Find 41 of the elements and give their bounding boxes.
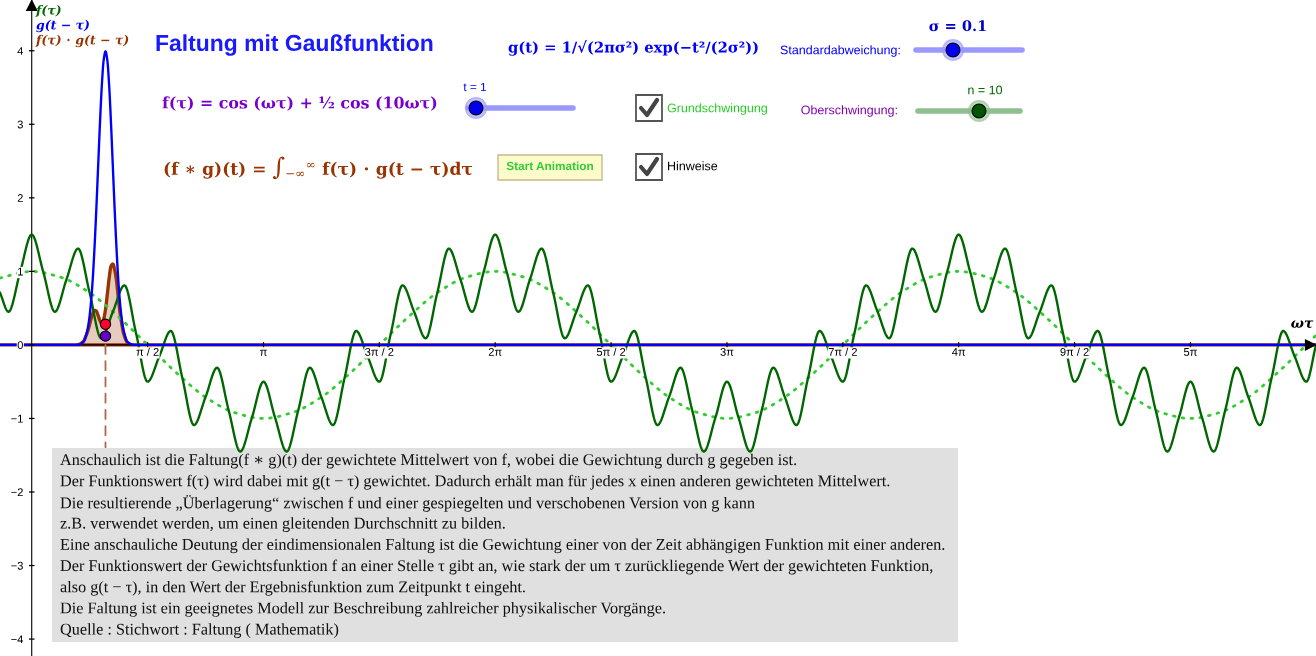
annotation: g(t) = 1/√(2πσ²) exp(−t²/(2σ²)): [508, 40, 758, 56]
x-tick-label: 9π / 2: [1060, 347, 1089, 356]
annotation: z.B. verwendet werden, um einen gleitenden Durchschnitt zu bilden.: [60, 517, 505, 532]
annotation: Hinweise: [668, 161, 718, 171]
y-tick-label: 4: [17, 47, 24, 55]
text: f(τ): [35, 4, 61, 17]
x-tick-label: 5π / 2: [596, 347, 626, 356]
text: g(t − τ): [36, 19, 89, 33]
annotation: Eine anschauliche Deutung der eindimensionalen Faltung ist die Gewichtung einer von der Zeit abhängigen Funktion mit einer anderen.: [60, 538, 945, 554]
y-tick-label: −4: [11, 635, 24, 644]
x-tick-label: 5π: [1183, 348, 1197, 356]
y-tick-label: 3: [17, 120, 23, 129]
annotation: Grundschwingung: [667, 103, 767, 115]
text: Faltung mit Gaußfunktion: [156, 34, 433, 56]
y-tick-label: 2: [17, 194, 23, 202]
x-tick-label: 3π / 2: [365, 347, 394, 356]
x-tick-label: 2π: [488, 347, 502, 356]
annotation: Die resultierende „Überlagerung“ zwischen f und einer gespiegelten und verschobenen Version von g kann: [60, 495, 755, 512]
y-tick-label: −3: [11, 561, 23, 570]
annotation: σ = 0.1: [929, 20, 986, 32]
annotation: Die Faltung ist ein geeignetes Modell zur Beschreibung zahlreicher physikalischer Vorgänge.: [60, 602, 665, 617]
y-tick-label: −2: [11, 488, 23, 497]
annotation: Oberschwingung:: [801, 105, 897, 117]
annotation: n = 10: [968, 85, 1003, 95]
annotation: also g(t − τ), in den Wert der Ergebnisfunktion zum Zeitpunkt t eingeht.: [60, 580, 525, 596]
annotation: Der Funktionswert f(τ) wird dabei mit g(t − τ) gewichtet. Dadurch erhält man für jedes x einen anderen gewichteten Mittelwert.: [60, 474, 890, 490]
x-tick-label: 4π: [952, 348, 966, 356]
annotation: Start Animation: [506, 161, 593, 171]
annotation: Standardabweichung:: [780, 45, 900, 57]
annotation: t = 1: [463, 82, 487, 92]
text: f(τ) ⋅ g(t − τ): [35, 34, 129, 48]
annotation: (f ∗ g)(t) = ∫$_{−∞}$$^{∞}$ f(τ) ⋅ g(t − τ)dτ: [164, 156, 473, 180]
x-tick-label: π / 2: [136, 347, 159, 356]
x-tick-label: π: [260, 349, 267, 356]
annotation: Der Funktionswert der Gewichtsfunktion f an einer Stelle τ gibt an, wie stark der um τ zurückliegende Wert der gewichteten Funktion,: [60, 559, 933, 575]
x-tick-label: 3π: [720, 347, 734, 356]
annotation: f(τ) = cos (ωτ) + ½ cos (10ωτ): [162, 96, 437, 111]
annotation: Quelle : Stichwort : Faltung ( Mathematik): [60, 623, 339, 638]
annotation: Anschaulich ist die Faltung(f ∗ g)(t) der gewichtete Mittelwert von f, wobei die Gewichtung durch g gegeben ist.: [60, 453, 797, 469]
x-tick-label: 7π / 2: [828, 347, 857, 356]
y-tick-label: −1: [11, 414, 23, 423]
